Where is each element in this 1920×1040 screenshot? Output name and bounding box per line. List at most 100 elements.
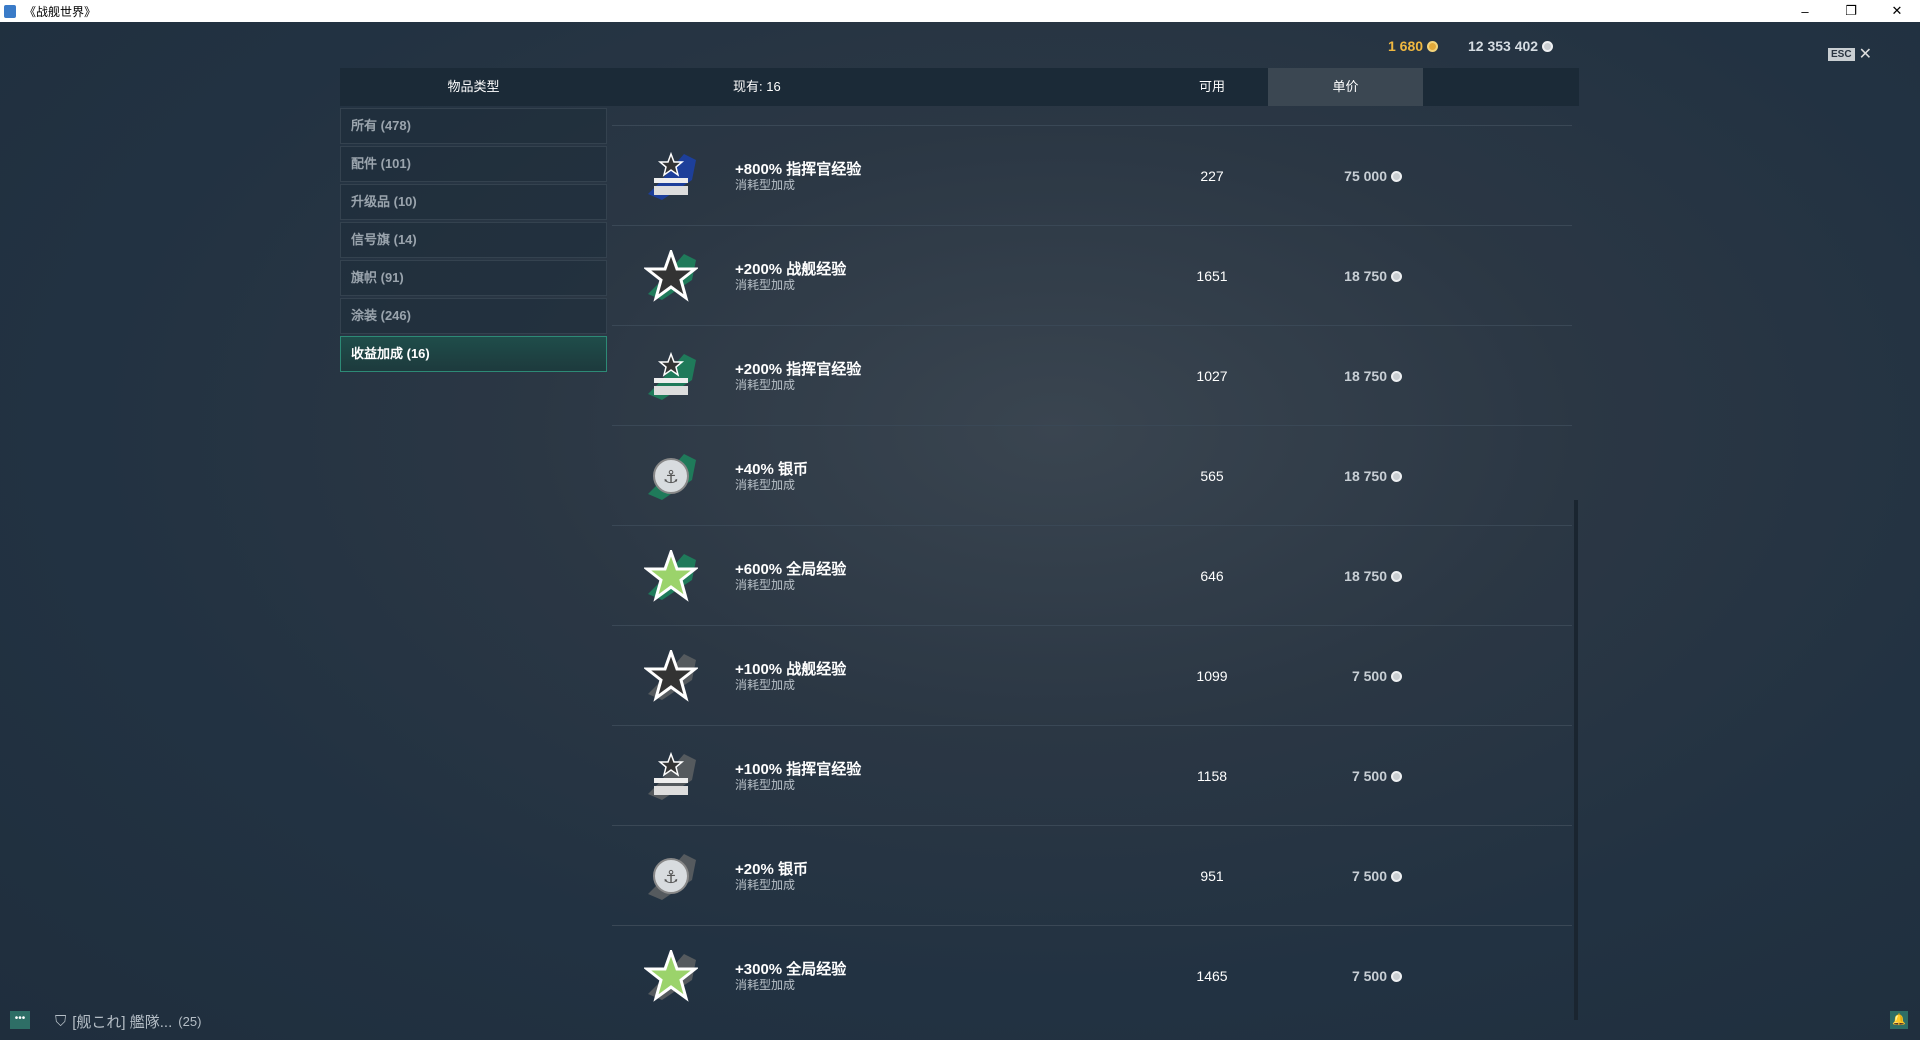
- inventory-header: 物品类型 现有: 16 可用 单价: [340, 68, 1579, 106]
- gold-amount: 1 680: [1388, 38, 1424, 54]
- item-price: 7 500: [1272, 968, 1482, 984]
- category-all[interactable]: 所有 (478): [340, 108, 607, 144]
- ship-xp-icon: [644, 250, 698, 302]
- background: [0, 22, 1920, 1040]
- sort-available[interactable]: 可用: [1198, 79, 1225, 94]
- item-count: 现有: 16: [733, 79, 781, 94]
- notification-bell-icon[interactable]: 🔔: [1890, 1011, 1908, 1029]
- item-available: 1465: [1196, 968, 1228, 984]
- credits-icon: ⚓: [648, 854, 696, 900]
- price-value: 18 750: [1344, 568, 1387, 584]
- clan-chat[interactable]: ⛉ [舰これ] 艦隊... (25): [55, 1011, 201, 1032]
- window-title: 《战舰世界》: [24, 4, 97, 19]
- category-modules[interactable]: 配件 (101): [340, 146, 607, 182]
- category-economic-bonuses[interactable]: 收益加成 (16): [340, 336, 607, 372]
- credits-icon: [1391, 470, 1402, 482]
- item-type: 消耗型加成: [735, 178, 796, 192]
- credits-icon: [1542, 40, 1554, 52]
- doubloon-icon: [1427, 40, 1439, 52]
- credits-icon: [1391, 570, 1402, 582]
- commander-xp-icon: [648, 351, 696, 400]
- credits-icon: ⚓: [648, 454, 696, 500]
- credits-balance: 12 353 402: [1468, 38, 1554, 54]
- item-price: 18 750: [1272, 468, 1482, 484]
- minimize-button[interactable]: –: [1801, 3, 1809, 19]
- esc-key-icon: ESC: [1828, 47, 1855, 61]
- item-row[interactable]: +200% 指挥官经验 消耗型加成 1027 18 750: [612, 325, 1572, 425]
- credits-icon: [1391, 870, 1402, 882]
- restore-button[interactable]: ❐: [1845, 3, 1857, 18]
- free-xp-icon: [644, 950, 698, 1002]
- item-type: 消耗型加成: [735, 878, 796, 892]
- commander-xp-icon: [648, 751, 696, 800]
- free-xp-icon: [644, 550, 698, 602]
- item-row[interactable]: +200% 战舰经验 消耗型加成 1651 18 750: [612, 225, 1572, 325]
- item-name: +300% 全局经验: [735, 961, 847, 978]
- price-value: 7 500: [1351, 668, 1387, 684]
- item-price: 7 500: [1272, 668, 1482, 684]
- category-sidebar: 所有 (478) 配件 (101) 升级品 (10) 信号旗 (14) 旗帜 (…: [340, 108, 607, 374]
- credits-amount: 12 353 402: [1468, 38, 1539, 54]
- item-type-heading: 物品类型: [447, 79, 500, 94]
- item-name: +600% 全局经验: [735, 561, 847, 578]
- svg-text:⚓: ⚓: [663, 867, 679, 887]
- category-signals[interactable]: 信号旗 (14): [340, 222, 607, 258]
- price-value: 18 750: [1344, 468, 1387, 484]
- item-row[interactable]: +100% 指挥官经验 消耗型加成 1158 7 500: [612, 725, 1572, 825]
- price-value: 7 500: [1351, 968, 1387, 984]
- item-row[interactable]: +100% 战舰经验 消耗型加成 1099 7 500: [612, 625, 1572, 725]
- close-window-button[interactable]: ✕: [1891, 3, 1903, 18]
- price-value: 18 750: [1344, 368, 1387, 384]
- ship-xp-icon: [644, 650, 698, 702]
- item-name: +800% 指挥官经验: [735, 161, 862, 178]
- clan-count: (25): [178, 1014, 202, 1029]
- category-upgrades[interactable]: 升级品 (10): [340, 184, 607, 220]
- item-type: 消耗型加成: [735, 578, 796, 592]
- item-row[interactable]: +800% 指挥官经验 消耗型加成 227 75 000: [612, 125, 1572, 225]
- item-available: 1027: [1196, 368, 1228, 384]
- svg-text:⚓: ⚓: [663, 467, 679, 487]
- sort-price[interactable]: 单价: [1268, 68, 1423, 106]
- item-name: +100% 指挥官经验: [735, 761, 862, 778]
- category-flags[interactable]: 旗帜 (91): [340, 260, 607, 296]
- commander-xp-icon: [648, 151, 696, 200]
- app-icon: [4, 4, 16, 18]
- title-bar: 《战舰世界》 – ❐ ✕: [0, 0, 1920, 22]
- item-available: 227: [1200, 168, 1224, 184]
- item-row[interactable]: +600% 全局经验 消耗型加成 646 18 750: [612, 525, 1572, 625]
- item-price: 75 000: [1272, 168, 1482, 184]
- item-list: +800% 指挥官经验 消耗型加成 227 75 000 +200% 战舰经验 …: [612, 125, 1572, 1025]
- item-row[interactable]: ⚓ +20% 银币 消耗型加成 951 7 500: [612, 825, 1572, 925]
- item-type: 消耗型加成: [735, 378, 796, 392]
- item-available: 565: [1200, 468, 1224, 484]
- item-available: 646: [1200, 568, 1224, 584]
- scrollbar[interactable]: [1574, 500, 1578, 1020]
- credits-icon: [1391, 170, 1402, 182]
- item-type: 消耗型加成: [735, 978, 796, 992]
- item-type: 消耗型加成: [735, 478, 796, 492]
- item-row[interactable]: +300% 全局经验 消耗型加成 1465 7 500: [612, 925, 1572, 1025]
- price-value: 75 000: [1344, 168, 1387, 184]
- clan-icon: ⛉: [55, 1013, 67, 1030]
- item-name: +200% 指挥官经验: [735, 361, 862, 378]
- item-available: 1158: [1196, 768, 1228, 784]
- gold-balance: 1 680: [1388, 38, 1439, 54]
- credits-icon: [1391, 970, 1402, 982]
- credits-icon: [1391, 270, 1402, 282]
- item-row[interactable]: ⚓ +40% 银币 消耗型加成 565 18 750: [612, 425, 1572, 525]
- item-price: 18 750: [1272, 568, 1482, 584]
- item-name: +100% 战舰经验: [735, 661, 847, 678]
- credits-icon: [1391, 370, 1402, 382]
- close-icon: ✕: [1858, 46, 1872, 63]
- category-camouflage[interactable]: 涂装 (246): [340, 298, 607, 334]
- chat-icon[interactable]: •••: [10, 1011, 30, 1029]
- esc-close-button[interactable]: ESC ✕: [1828, 44, 1872, 64]
- item-price: 7 500: [1272, 868, 1482, 884]
- item-price: 18 750: [1272, 268, 1482, 284]
- item-name: +40% 银币: [735, 461, 808, 478]
- item-price: 18 750: [1272, 368, 1482, 384]
- item-type: 消耗型加成: [735, 278, 796, 292]
- price-value: 18 750: [1344, 268, 1387, 284]
- credits-icon: [1391, 770, 1402, 782]
- item-price: 7 500: [1272, 768, 1482, 784]
